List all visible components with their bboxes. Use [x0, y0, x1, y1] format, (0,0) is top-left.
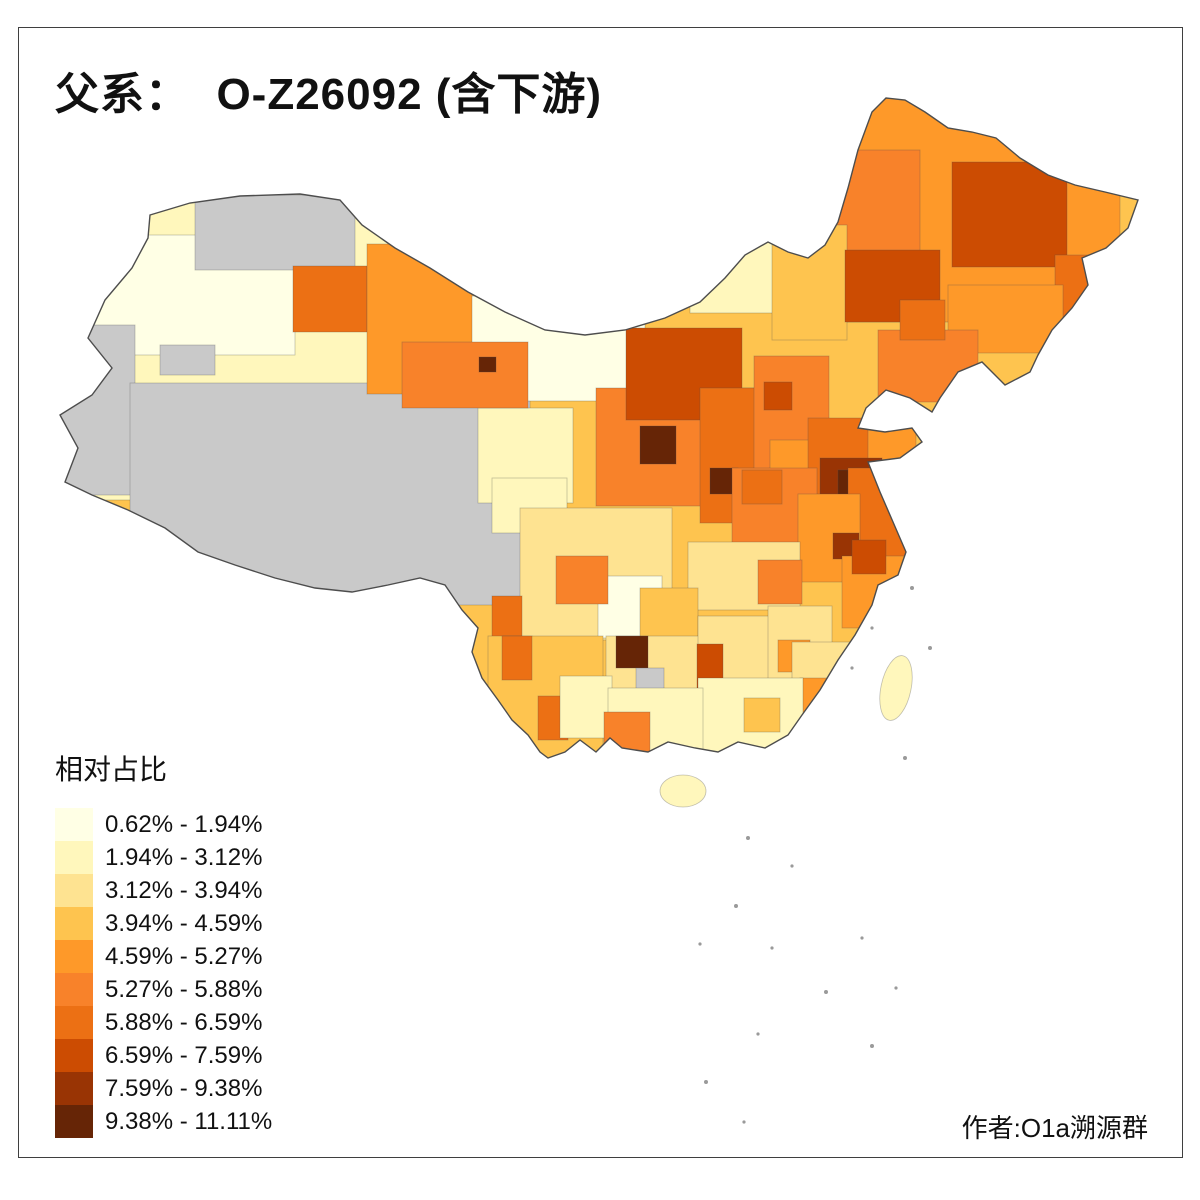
legend-item: 1.94% - 3.12%	[55, 841, 272, 874]
legend-swatch	[55, 907, 93, 940]
page-title: 父系： O-Z26092 (含下游)	[55, 70, 603, 119]
legend-item: 0.62% - 1.94%	[55, 808, 272, 841]
legend-label: 0.62% - 1.94%	[105, 810, 263, 838]
legend-item: 3.94% - 4.59%	[55, 907, 272, 940]
legend-swatch	[55, 973, 93, 1006]
legend-label: 3.94% - 4.59%	[105, 909, 263, 937]
legend-swatch	[55, 808, 93, 841]
legend-label: 3.12% - 3.94%	[105, 876, 263, 904]
legend-swatch	[55, 940, 93, 973]
legend-swatch	[55, 841, 93, 874]
legend-item: 5.88% - 6.59%	[55, 1006, 272, 1039]
legend-swatch	[55, 1105, 93, 1138]
author-credit: 作者:O1a溯源群	[961, 1113, 1148, 1143]
legend-label: 5.27% - 5.88%	[105, 975, 263, 1003]
legend-item: 9.38% - 11.11%	[55, 1105, 272, 1138]
legend-title: 相对占比	[55, 754, 168, 785]
legend-item: 5.27% - 5.88%	[55, 973, 272, 1006]
legend-label: 4.59% - 5.27%	[105, 942, 263, 970]
legend-swatch	[55, 1039, 93, 1072]
legend-item: 6.59% - 7.59%	[55, 1039, 272, 1072]
legend-swatch	[55, 1006, 93, 1039]
taiwan-island	[879, 655, 913, 721]
legend-label: 5.88% - 6.59%	[105, 1008, 263, 1036]
hainan-island	[659, 774, 707, 808]
legend-label: 6.59% - 7.59%	[105, 1041, 263, 1069]
legend-item: 4.59% - 5.27%	[55, 940, 272, 973]
legend-swatch	[55, 874, 93, 907]
legend-label: 9.38% - 11.11%	[105, 1107, 273, 1135]
legend-item: 7.59% - 9.38%	[55, 1072, 272, 1105]
south-china-sea-islets	[698, 586, 932, 1124]
legend-swatch	[55, 1072, 93, 1105]
legend-item: 3.12% - 3.94%	[55, 874, 272, 907]
map-legend: 相对占比 0.62% - 1.94% 1.94% - 3.12% 3.12% -…	[55, 748, 272, 1138]
legend-label: 1.94% - 3.12%	[105, 843, 263, 871]
legend-label: 7.59% - 9.38%	[105, 1074, 263, 1102]
